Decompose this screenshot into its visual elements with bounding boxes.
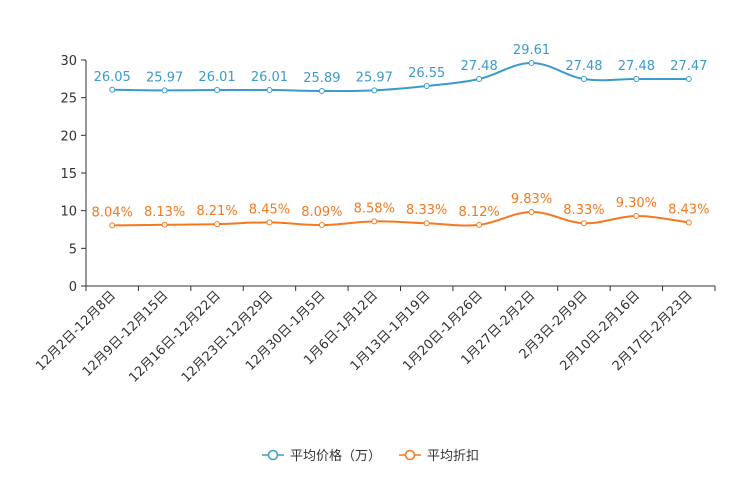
data-point[interactable]	[371, 87, 378, 94]
data-point[interactable]	[214, 87, 221, 94]
data-point[interactable]	[528, 208, 535, 215]
y-tick-label: 5	[69, 242, 77, 257]
legend-label: 平均折扣	[427, 449, 479, 464]
data-point[interactable]	[161, 221, 168, 228]
data-label: 8.33%	[406, 203, 447, 218]
data-point[interactable]	[318, 222, 325, 229]
data-label: 9.30%	[616, 196, 657, 211]
data-point[interactable]	[109, 222, 116, 229]
data-point[interactable]	[318, 87, 325, 94]
y-tick-label: 10	[60, 205, 77, 220]
legend-item-0[interactable]: 平均价格（万）	[262, 448, 381, 464]
legend-label: 平均价格（万）	[290, 448, 381, 464]
data-label: 8.04%	[92, 205, 133, 220]
data-label: 27.47	[670, 59, 707, 74]
y-tick-label: 0	[69, 280, 77, 295]
data-label: 27.48	[461, 59, 498, 74]
data-point[interactable]	[423, 220, 430, 227]
x-tick-label: 12月16日-12月22日	[126, 288, 223, 385]
data-label: 27.48	[618, 59, 655, 74]
data-label: 8.58%	[354, 201, 395, 216]
data-point[interactable]	[633, 212, 640, 219]
data-point[interactable]	[423, 82, 430, 89]
series-line-1	[112, 210, 689, 227]
x-tick-label: 12月23日-12月29日	[179, 288, 276, 385]
data-label: 9.83%	[511, 192, 552, 207]
legend-marker-icon	[404, 449, 416, 461]
data-label: 8.43%	[668, 202, 709, 217]
data-point[interactable]	[476, 75, 483, 82]
data-label: 26.05	[94, 70, 131, 85]
y-tick-label: 30	[60, 54, 77, 69]
data-label: 8.13%	[144, 205, 185, 220]
data-label: 26.55	[408, 66, 445, 81]
data-point[interactable]	[161, 87, 168, 94]
data-label: 25.97	[356, 70, 393, 85]
data-label: 27.48	[565, 59, 602, 74]
series-group	[109, 59, 692, 229]
data-label: 26.01	[251, 70, 288, 85]
legend-marker-icon	[267, 449, 279, 461]
data-point[interactable]	[266, 219, 273, 226]
data-point[interactable]	[371, 218, 378, 225]
data-label: 8.45%	[249, 202, 290, 217]
data-point[interactable]	[685, 76, 692, 83]
data-point[interactable]	[214, 221, 221, 228]
y-tick-label: 20	[60, 129, 77, 144]
data-label: 8.21%	[196, 204, 237, 219]
data-label: 8.33%	[563, 203, 604, 218]
data-labels: 26.05 25.97 26.01 26.01 25.89 25.97 26.55 27.48…	[92, 43, 710, 220]
data-point[interactable]	[580, 75, 587, 82]
data-point[interactable]	[685, 219, 692, 226]
data-point[interactable]	[266, 87, 273, 94]
data-point[interactable]	[528, 59, 535, 66]
data-point[interactable]	[633, 75, 640, 82]
y-tick-label: 25	[60, 92, 77, 107]
legend[interactable]: 平均价格（万） 平均折扣	[262, 448, 479, 464]
data-label: 25.97	[146, 70, 183, 85]
data-label: 29.61	[513, 43, 550, 58]
data-label: 25.89	[303, 71, 340, 86]
series-line-0	[112, 61, 689, 93]
data-point[interactable]	[580, 220, 587, 227]
data-label: 26.01	[198, 70, 235, 85]
data-label: 8.09%	[301, 205, 342, 220]
data-point[interactable]	[476, 221, 483, 228]
y-tick-label: 15	[60, 167, 77, 182]
data-point[interactable]	[109, 86, 116, 93]
legend-item-1[interactable]: 平均折扣	[399, 449, 479, 464]
data-label: 8.12%	[458, 205, 499, 220]
